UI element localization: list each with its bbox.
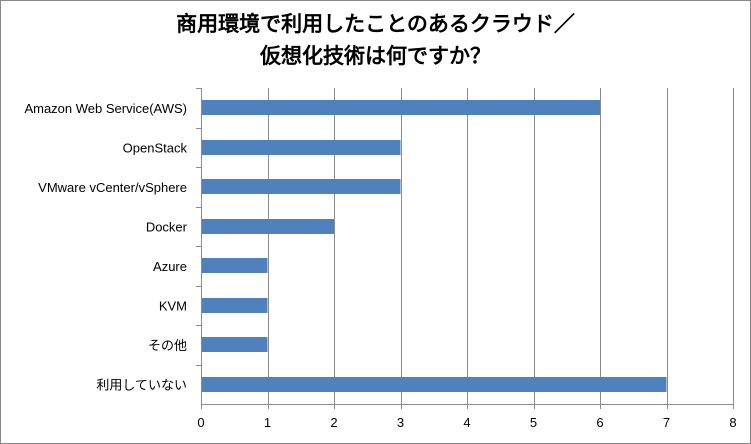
x-tick-label: 2 bbox=[330, 415, 337, 430]
category-label: Azure bbox=[153, 259, 187, 274]
category-label: Amazon Web Service(AWS) bbox=[24, 101, 187, 116]
category-label: OpenStack bbox=[123, 140, 188, 155]
category-label: 利用していない bbox=[96, 377, 187, 392]
x-tick-label: 5 bbox=[530, 415, 537, 430]
x-tick-label: 6 bbox=[596, 415, 603, 430]
bar bbox=[202, 337, 268, 352]
category-label: VMware vCenter/vSphere bbox=[38, 180, 187, 195]
grid-lines bbox=[269, 88, 734, 404]
bar bbox=[202, 219, 334, 234]
category-label: その他 bbox=[148, 338, 187, 353]
category-label: Docker bbox=[146, 219, 188, 234]
x-tick-label: 0 bbox=[197, 415, 204, 430]
x-tick-label: 7 bbox=[663, 415, 670, 430]
bar bbox=[202, 100, 600, 115]
bar bbox=[202, 298, 268, 313]
bars bbox=[202, 100, 667, 392]
x-tick-label: 8 bbox=[729, 415, 736, 430]
bar bbox=[202, 377, 667, 392]
x-tick-label: 3 bbox=[397, 415, 404, 430]
bar bbox=[202, 179, 401, 194]
axes bbox=[196, 88, 734, 409]
x-tick-label: 4 bbox=[463, 415, 470, 430]
bar bbox=[202, 258, 268, 273]
bar bbox=[202, 140, 401, 155]
x-tick-label: 1 bbox=[264, 415, 271, 430]
category-label: KVM bbox=[159, 298, 187, 313]
